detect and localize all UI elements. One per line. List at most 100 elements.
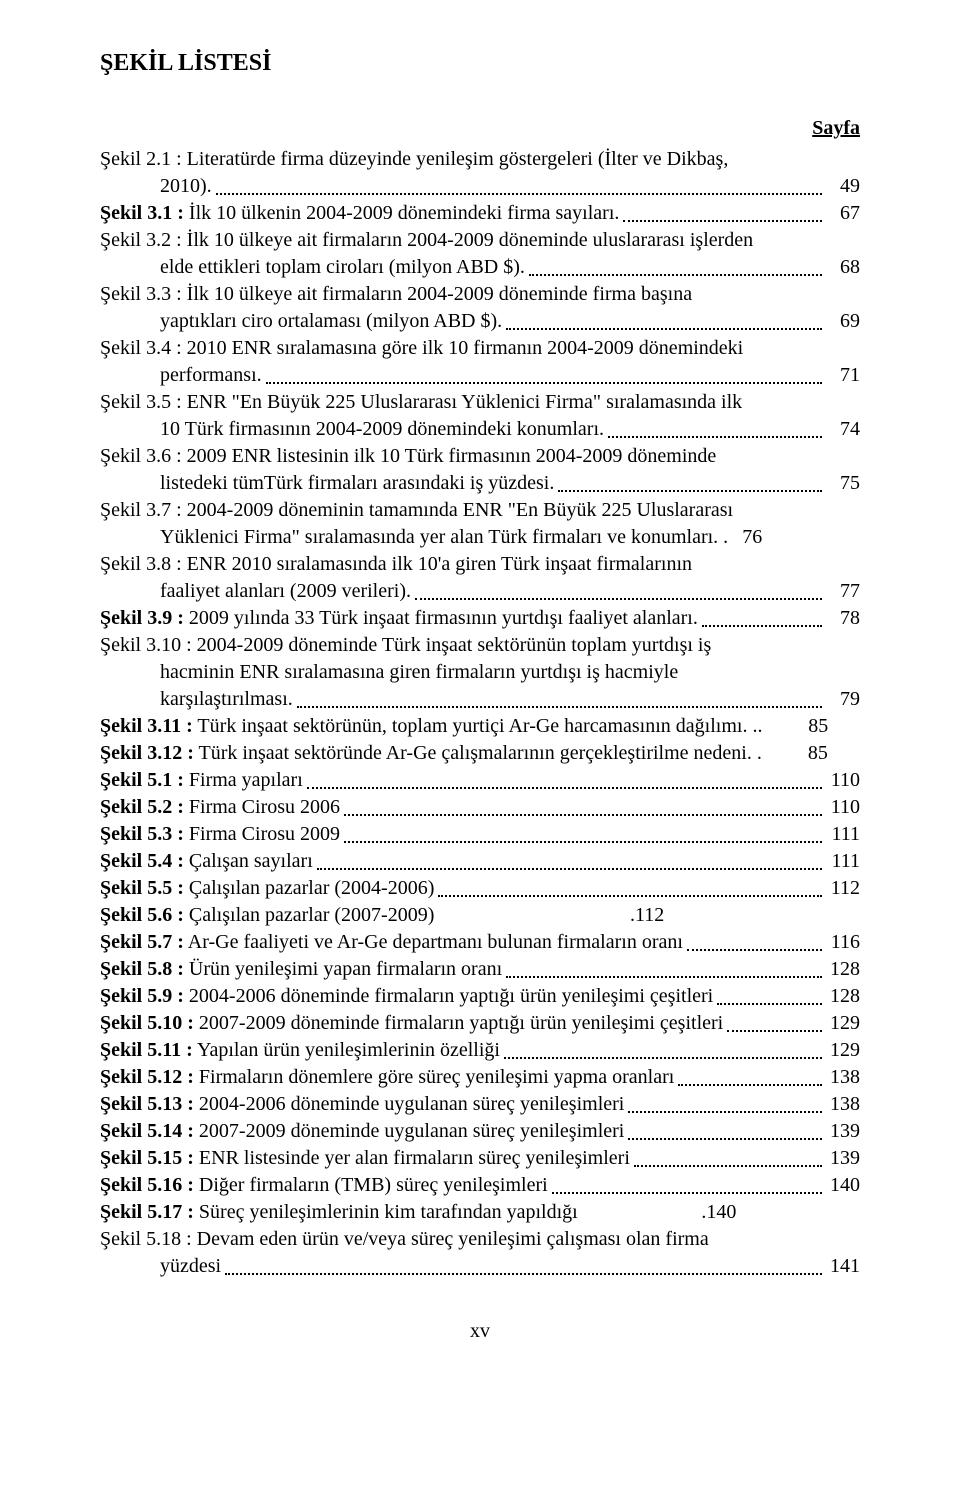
figure-label: Şekil 3.9 : xyxy=(100,607,184,629)
list-item: Şekil 3.4 : 2010 ENR sıralamasına göre i… xyxy=(100,335,860,362)
list-item: Şekil 5.12 : Firmaların dönemlere göre s… xyxy=(100,1064,860,1091)
figure-label: Şekil 5.14 : xyxy=(100,1120,194,1142)
list-item: Şekil 5.2 : Firma Cirosu 2006 110 xyxy=(100,794,860,821)
figure-description: 10 Türk firmasının 2004-2009 dönemindeki… xyxy=(100,416,604,443)
leader-dots xyxy=(344,840,822,843)
page-number: 49 xyxy=(826,173,860,200)
list-item-continuation: listedeki tümTürk firmaları arasındaki i… xyxy=(100,470,860,497)
leader-dots xyxy=(623,219,822,222)
figure-description: ENR "En Büyük 225 Uluslararası Yüklenici… xyxy=(182,391,743,413)
figure-label: Şekil 5.7 : xyxy=(100,931,184,953)
figure-description: Firma Cirosu 2006 xyxy=(184,796,340,818)
figure-label: Şekil 3.6 : xyxy=(100,445,182,467)
list-item: Şekil 5.6 : Çalışılan pazarlar (2007-200… xyxy=(100,902,860,929)
figure-label: Şekil 3.7 : xyxy=(100,499,182,521)
leader-dots xyxy=(266,381,822,384)
page-number: 68 xyxy=(826,254,860,281)
page-number: .112 xyxy=(630,902,664,929)
page-number: 69 xyxy=(826,308,860,335)
leader-dots xyxy=(506,975,822,978)
figure-description: listedeki tümTürk firmaları arasındaki i… xyxy=(100,470,554,497)
leader-dots xyxy=(297,705,822,708)
figure-description: 2004-2009 döneminde Türk inşaat sektörün… xyxy=(192,634,712,656)
figure-label: Şekil 5.5 : xyxy=(100,877,184,899)
figure-label: Şekil 3.8 : xyxy=(100,553,182,575)
list-item-continuation: 2010). 49 xyxy=(100,173,860,200)
figure-label: Şekil 5.4 : xyxy=(100,850,184,872)
figure-description: yaptıkları ciro ortalaması (milyon ABD $… xyxy=(100,308,502,335)
figure-description: Türk inşaat sektörünün, toplam yurtiçi A… xyxy=(193,715,763,737)
page-number: 76 xyxy=(728,524,762,551)
page-number: 74 xyxy=(826,416,860,443)
page-number: 85 xyxy=(794,740,828,767)
figure-description: 2004-2009 döneminin tamamında ENR "En Bü… xyxy=(182,499,733,521)
page-number: 139 xyxy=(826,1118,860,1145)
leader-dots xyxy=(678,1083,822,1086)
figure-label: Şekil 5.11 : xyxy=(100,1039,193,1061)
page-number: 128 xyxy=(826,956,860,983)
list-item: Şekil 5.5 : Çalışılan pazarlar (2004-200… xyxy=(100,875,860,902)
figure-description: 2010 ENR sıralamasına göre ilk 10 firman… xyxy=(182,337,744,359)
list-item: Şekil 3.2 : İlk 10 ülkeye ait firmaların… xyxy=(100,227,860,254)
leader-dots xyxy=(344,813,822,816)
figure-description: 2007-2009 döneminde uygulanan süreç yeni… xyxy=(194,1120,624,1142)
figure-description: Türk inşaat sektöründe Ar-Ge çalışmaları… xyxy=(194,742,762,764)
figure-description: İlk 10 ülkenin 2004-2009 dönemindeki fir… xyxy=(184,202,619,224)
list-item: Şekil 5.17 : Süreç yenileşimlerinin kim … xyxy=(100,1199,860,1226)
page-number: 139 xyxy=(826,1145,860,1172)
page-number: 138 xyxy=(826,1064,860,1091)
page-number: 116 xyxy=(826,929,860,956)
page-number: 111 xyxy=(826,821,860,848)
figure-description: Literatürde firma düzeyinde yenileşim gö… xyxy=(182,148,729,170)
figure-description: İlk 10 ülkeye ait firmaların 2004-2009 d… xyxy=(182,229,754,251)
figure-label: Şekil 5.18 : xyxy=(100,1228,192,1250)
figure-description: Çalışan sayıları xyxy=(184,850,313,872)
list-item: Şekil 3.7 : 2004-2009 döneminin tamamınd… xyxy=(100,497,860,524)
leader-dots xyxy=(552,1191,822,1194)
list-item: Şekil 5.15 : ENR listesinde yer alan fir… xyxy=(100,1145,860,1172)
figure-label: Şekil 2.1 : xyxy=(100,148,182,170)
page-number: 77 xyxy=(826,578,860,605)
figure-label: Şekil 5.6 : xyxy=(100,904,184,926)
leader-dots xyxy=(529,273,822,276)
figure-label: Şekil 5.8 : xyxy=(100,958,184,980)
list-item: Şekil 5.7 : Ar-Ge faaliyeti ve Ar-Ge dep… xyxy=(100,929,860,956)
figure-description: 2009 yılında 33 Türk inşaat firmasının y… xyxy=(184,607,698,629)
list-item-continuation: faaliyet alanları (2009 verileri). 77 xyxy=(100,578,860,605)
page-number: 75 xyxy=(826,470,860,497)
list-item: Şekil 3.9 : 2009 yılında 33 Türk inşaat … xyxy=(100,605,860,632)
leader-dots xyxy=(317,867,822,870)
figure-description: faaliyet alanları (2009 verileri). xyxy=(100,578,411,605)
figure-description: 2010). xyxy=(100,173,212,200)
figure-label: Şekil 3.2 : xyxy=(100,229,182,251)
list-item: Şekil 5.8 : Ürün yenileşimi yapan firmal… xyxy=(100,956,860,983)
list-item-continuation: performansı. 71 xyxy=(100,362,860,389)
page-number: 141 xyxy=(826,1253,860,1280)
figure-description: yüzdesi xyxy=(100,1253,221,1280)
figure-description: Süreç yenileşimlerinin kim tarafından ya… xyxy=(194,1201,578,1223)
page-number-footer: xv xyxy=(100,1320,860,1343)
leader-dots xyxy=(506,327,822,330)
leader-dots xyxy=(225,1272,822,1275)
figure-description: Yapılan ürün yenileşimlerinin özelliği xyxy=(193,1039,500,1061)
figure-label: Şekil 3.3 : xyxy=(100,283,182,305)
figure-description: Çalışılan pazarlar (2007-2009) xyxy=(184,904,434,926)
list-item: Şekil 3.5 : ENR "En Büyük 225 Uluslarara… xyxy=(100,389,860,416)
figure-description: 2004-2006 döneminde firmaların yaptığı ü… xyxy=(184,985,713,1007)
figure-label: Şekil 3.1 : xyxy=(100,202,184,224)
leader-dots xyxy=(438,894,822,897)
figure-description: ENR listesinde yer alan firmaların süreç… xyxy=(194,1147,630,1169)
page-number: 110 xyxy=(826,794,860,821)
page-number: 67 xyxy=(826,200,860,227)
figure-description: 2009 ENR listesinin ilk 10 Türk firmasın… xyxy=(182,445,717,467)
leader-dots xyxy=(628,1137,822,1140)
list-item: Şekil 3.11 : Türk inşaat sektörünün, top… xyxy=(100,713,860,740)
list-item: Şekil 3.3 : İlk 10 ülkeye ait firmaların… xyxy=(100,281,860,308)
figure-description: ENR 2010 sıralamasında ilk 10'a giren Tü… xyxy=(182,553,692,575)
figure-label: Şekil 5.12 : xyxy=(100,1066,194,1088)
leader-dots xyxy=(558,489,822,492)
figure-description: Çalışılan pazarlar (2004-2006) xyxy=(184,877,434,899)
list-item-continuation: yüzdesi 141 xyxy=(100,1253,860,1280)
page-number: 140 xyxy=(826,1172,860,1199)
list-item: Şekil 3.8 : ENR 2010 sıralamasında ilk 1… xyxy=(100,551,860,578)
